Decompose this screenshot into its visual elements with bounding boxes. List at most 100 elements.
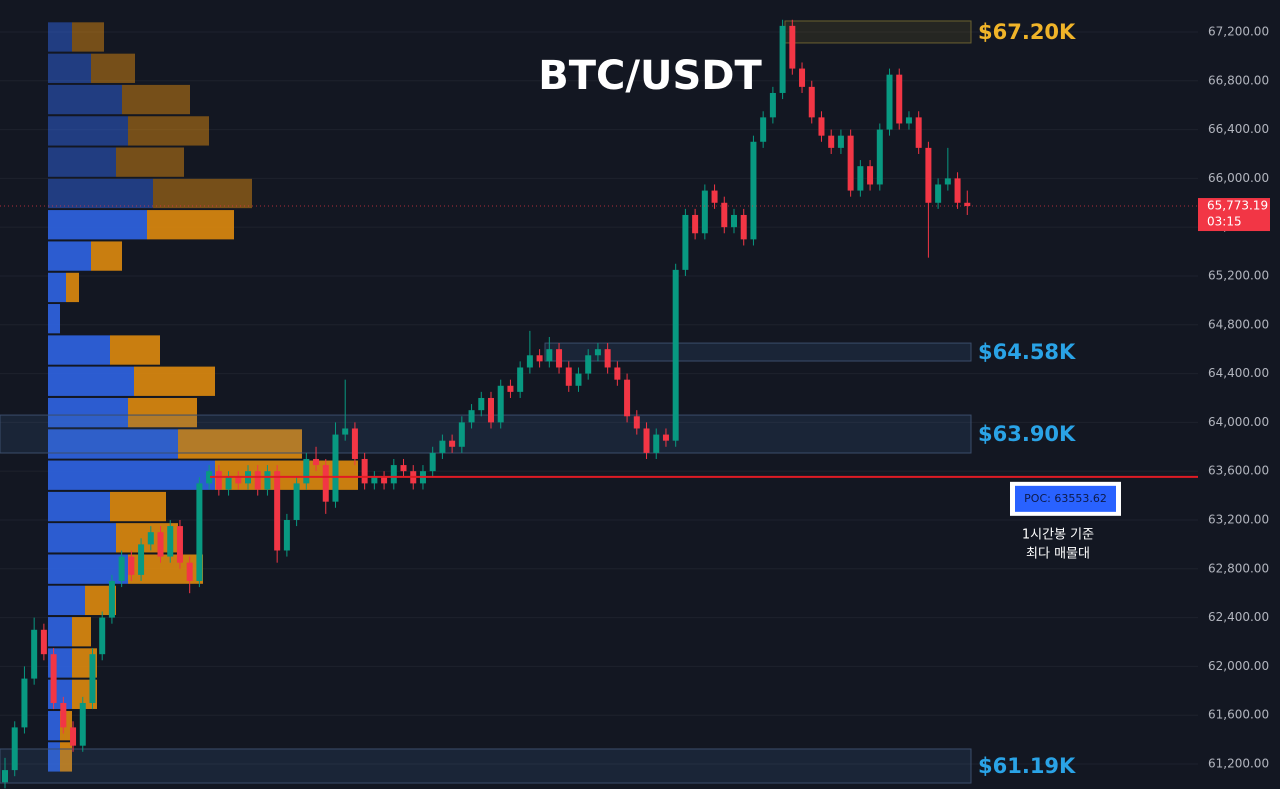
y-tick-label: 62,000.00 xyxy=(1208,659,1269,673)
candle-body xyxy=(711,190,718,203)
candle-body xyxy=(225,477,232,490)
candle-body xyxy=(867,166,874,185)
candle-body xyxy=(371,477,378,484)
profile-sell-bar xyxy=(153,178,252,209)
profile-buy-bar xyxy=(48,617,72,647)
candle-body xyxy=(381,477,388,484)
candle-body xyxy=(594,349,601,356)
candle-body xyxy=(614,367,621,380)
last-price-box xyxy=(1198,198,1270,232)
candle-body xyxy=(808,86,815,118)
candle-body xyxy=(128,556,135,575)
profile-sell-bar xyxy=(110,491,166,522)
candle-body xyxy=(283,519,290,551)
candle-body xyxy=(70,727,77,746)
candle-body xyxy=(779,25,786,93)
candle-body xyxy=(31,629,38,679)
profile-sell-bar xyxy=(116,147,184,177)
poc-box xyxy=(1015,485,1116,512)
profile-sell-bar xyxy=(134,366,215,396)
y-tick-label: 61,200.00 xyxy=(1208,756,1269,770)
candle-body xyxy=(964,202,971,207)
candle-body xyxy=(118,556,125,581)
candle-body xyxy=(604,349,611,368)
candle-body xyxy=(672,269,679,441)
candle-body xyxy=(857,166,864,191)
candle-body xyxy=(488,397,494,423)
y-tick-label: 66,400.00 xyxy=(1208,122,1269,136)
candle-body xyxy=(264,471,271,490)
candle-body xyxy=(837,135,844,148)
y-tick-label: 62,400.00 xyxy=(1208,610,1269,624)
candle-body xyxy=(556,349,563,368)
candle-body xyxy=(536,355,543,362)
candle-body xyxy=(828,135,835,148)
candle-body xyxy=(789,25,796,69)
profile-buy-bar xyxy=(48,523,116,553)
candle-body xyxy=(322,465,329,502)
zone xyxy=(0,414,972,454)
candle-body xyxy=(147,532,154,545)
profile-sell-bar xyxy=(122,84,190,115)
candle-body xyxy=(799,68,806,87)
candle-body xyxy=(429,452,436,472)
candle-body xyxy=(731,214,737,228)
candle-body xyxy=(565,367,572,386)
countdown: 03:15 xyxy=(1207,215,1242,229)
candle-body xyxy=(215,471,222,490)
candle-body xyxy=(351,428,358,459)
candle-body xyxy=(167,526,174,557)
profile-buy-bar xyxy=(48,460,215,490)
candle-body xyxy=(40,629,47,655)
candle-body xyxy=(905,117,912,124)
candle-body xyxy=(886,74,893,130)
profile-buy-bar xyxy=(48,366,134,396)
y-tick-label: 64,800.00 xyxy=(1208,317,1269,331)
candle-body xyxy=(21,678,28,728)
candle-body xyxy=(449,440,456,447)
candle-body xyxy=(653,434,660,453)
candle-body xyxy=(915,117,922,148)
zone xyxy=(784,20,972,44)
candle-body xyxy=(935,184,942,203)
candle-body xyxy=(740,214,747,240)
candle-body xyxy=(760,117,767,142)
profile-buy-bar xyxy=(48,585,85,616)
candle-body xyxy=(633,416,640,429)
candle-body xyxy=(108,580,115,618)
profile-sell-bar xyxy=(147,210,234,240)
zone-label: $63.90K xyxy=(978,422,1076,446)
candle-body xyxy=(138,544,145,575)
y-tick-label: 63,600.00 xyxy=(1208,464,1269,478)
profile-buy-bar xyxy=(48,304,60,334)
candle-body xyxy=(497,385,504,423)
candle-body xyxy=(274,471,281,551)
candle-body xyxy=(478,397,485,411)
candle-body xyxy=(2,770,8,783)
candle-body xyxy=(721,202,728,228)
y-tick-label: 64,400.00 xyxy=(1208,366,1269,380)
profile-sell-bar xyxy=(128,397,197,428)
candle-body xyxy=(818,117,825,136)
candle-body xyxy=(944,178,951,185)
candle-body xyxy=(206,471,213,484)
zone-label: $64.58K xyxy=(978,340,1076,364)
y-tick-label: 63,200.00 xyxy=(1208,512,1269,526)
candle-body xyxy=(876,129,883,185)
candle-body xyxy=(99,617,106,655)
y-tick-label: 64,000.00 xyxy=(1208,415,1269,429)
chart-title: BTC/USDT xyxy=(538,53,762,99)
profile-buy-bar xyxy=(48,272,66,303)
candle-body xyxy=(390,465,397,484)
profile-buy-bar xyxy=(48,22,72,52)
candle-body xyxy=(701,190,708,234)
candle-body xyxy=(176,526,183,563)
candle-body xyxy=(526,355,533,368)
candle-body xyxy=(458,422,465,447)
candle-body xyxy=(954,178,961,203)
candle-body xyxy=(400,465,407,472)
candle-body xyxy=(896,74,903,124)
profile-buy-bar xyxy=(48,84,122,115)
